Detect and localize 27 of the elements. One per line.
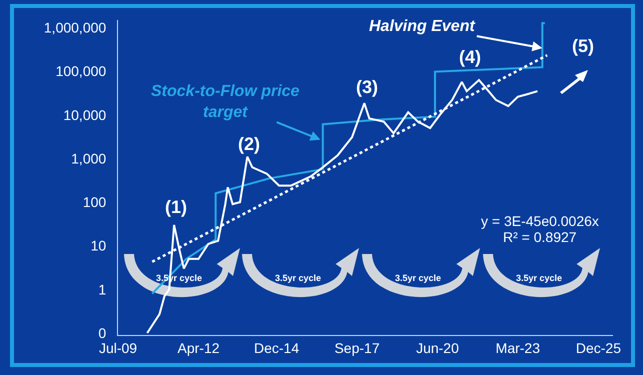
- x-tick-label: Apr-12: [177, 340, 220, 356]
- x-tick-label: Dec-14: [254, 340, 300, 356]
- y-tick-label: 10,000: [63, 106, 106, 123]
- x-tick-label: Dec-25: [576, 340, 622, 356]
- y-tick-label: 10: [90, 238, 106, 254]
- annotation: y = 3E-45e0.0026x: [481, 213, 599, 229]
- y-tick-label: 1,000,000: [44, 20, 106, 36]
- annotation: 3.5yr cycle: [275, 273, 322, 283]
- annotation: (1): [165, 197, 188, 217]
- y-tick-label: 1: [98, 281, 106, 298]
- y-tick-label: 1,000: [71, 150, 106, 166]
- annotation: (5): [572, 36, 594, 56]
- y-tick-label: 100,000: [56, 63, 106, 80]
- x-tick-label: Jul-09: [98, 340, 138, 356]
- annotation: (3): [356, 77, 378, 97]
- annotation: 3.5yr cycle: [516, 273, 562, 283]
- annotation: 3.5yr cycle: [395, 273, 442, 283]
- annotation: Stock-to-Flow price target: [151, 83, 300, 121]
- x-tick-label: Sep-17: [334, 340, 380, 356]
- annotation: (4): [459, 47, 482, 67]
- y-tick-label: 0: [98, 324, 106, 341]
- annotation: (2): [238, 134, 260, 154]
- y-tick-label: 100: [82, 194, 106, 210]
- annotation: R² = 0.8927: [503, 229, 577, 245]
- x-tick-label: Mar-23: [496, 340, 540, 356]
- annotation: Halving Event: [369, 18, 476, 35]
- x-tick-label: Jun-20: [416, 340, 460, 356]
